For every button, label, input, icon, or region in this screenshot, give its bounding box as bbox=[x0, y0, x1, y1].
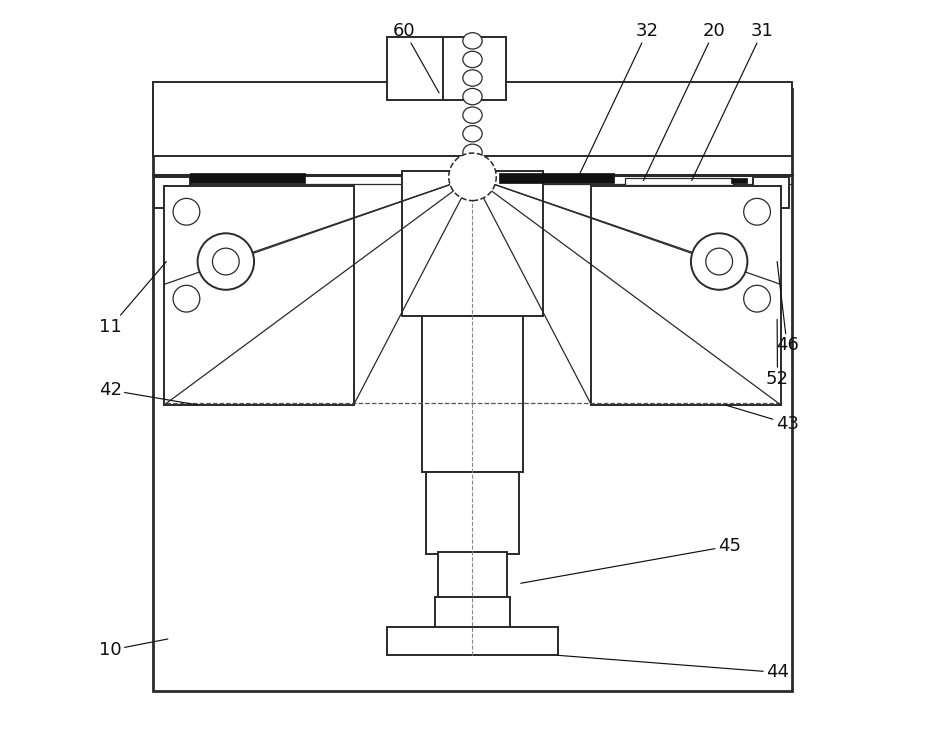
Text: 42: 42 bbox=[99, 381, 197, 405]
Bar bbox=[752, 177, 788, 208]
Text: 46: 46 bbox=[775, 262, 798, 354]
Bar bbox=[153, 89, 791, 691]
Circle shape bbox=[690, 233, 747, 290]
Bar bbox=[401, 171, 543, 316]
Ellipse shape bbox=[463, 126, 481, 142]
Ellipse shape bbox=[463, 33, 481, 49]
Circle shape bbox=[743, 285, 769, 312]
Text: 44: 44 bbox=[557, 655, 788, 681]
Bar bbox=[153, 82, 791, 156]
Bar bbox=[426, 472, 519, 554]
Bar bbox=[154, 177, 190, 208]
Circle shape bbox=[197, 233, 254, 290]
Bar bbox=[387, 627, 557, 655]
Text: 52: 52 bbox=[766, 319, 788, 388]
Text: 31: 31 bbox=[691, 22, 773, 181]
Text: 20: 20 bbox=[643, 22, 725, 181]
Bar bbox=[591, 186, 780, 405]
Bar bbox=[422, 316, 522, 472]
Ellipse shape bbox=[463, 88, 481, 105]
Bar bbox=[164, 186, 353, 405]
Text: 43: 43 bbox=[724, 405, 798, 432]
Ellipse shape bbox=[463, 107, 481, 123]
Bar bbox=[190, 173, 305, 183]
Text: 32: 32 bbox=[576, 22, 658, 181]
Bar bbox=[435, 597, 509, 628]
Text: 45: 45 bbox=[520, 537, 740, 583]
Ellipse shape bbox=[463, 163, 481, 179]
Bar bbox=[387, 37, 443, 100]
Circle shape bbox=[705, 248, 732, 275]
Bar bbox=[624, 178, 732, 185]
Circle shape bbox=[743, 198, 769, 225]
Bar bbox=[443, 37, 505, 100]
Circle shape bbox=[173, 285, 199, 312]
Bar bbox=[731, 178, 747, 183]
Text: 11: 11 bbox=[99, 262, 166, 336]
Ellipse shape bbox=[463, 51, 481, 68]
Text: 10: 10 bbox=[99, 639, 168, 659]
Ellipse shape bbox=[463, 70, 481, 86]
Circle shape bbox=[173, 198, 199, 225]
Text: 60: 60 bbox=[393, 22, 439, 93]
Bar bbox=[498, 173, 613, 183]
Ellipse shape bbox=[463, 144, 481, 160]
Bar bbox=[437, 552, 507, 598]
Circle shape bbox=[212, 248, 239, 275]
Circle shape bbox=[448, 153, 496, 201]
